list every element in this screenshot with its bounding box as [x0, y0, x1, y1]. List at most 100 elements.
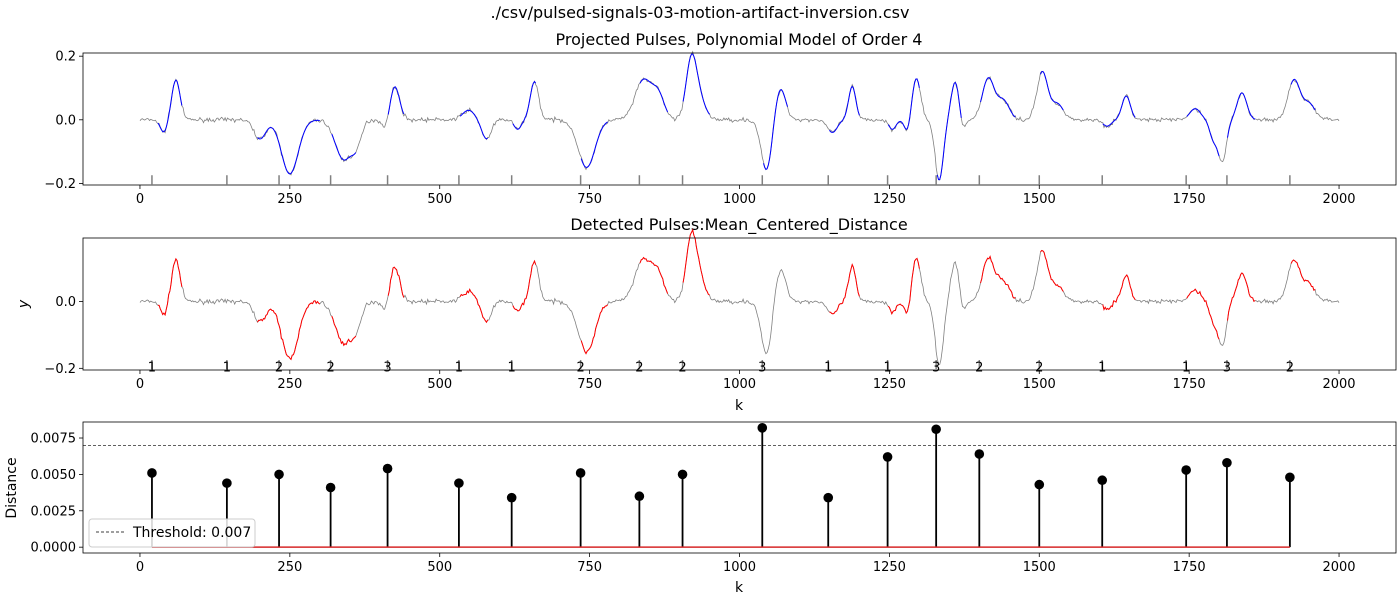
raw-signal-line — [139, 50, 1340, 181]
y-tick-label: −0.2 — [44, 177, 76, 192]
x-tick-label: 0 — [136, 192, 144, 207]
x-tick-label: 1750 — [1173, 192, 1206, 207]
y-tick-label: −0.2 — [44, 362, 76, 377]
detected-pulse-line — [829, 263, 860, 315]
projected-pulse-line — [1227, 92, 1256, 138]
y-tick-label: 0.0 — [55, 113, 76, 128]
x-tick-label: 750 — [577, 560, 602, 575]
detected-pulse-line — [1102, 274, 1136, 311]
x-tick-label: 1750 — [1173, 560, 1206, 575]
stem-marker — [634, 491, 645, 502]
stem-marker — [575, 468, 586, 478]
figure-suptitle: ./csv/pulsed-signals-03-motion-artifact-… — [491, 3, 910, 22]
pulse-class-label: 1 — [824, 361, 832, 376]
x-tick-label: 1500 — [1023, 560, 1056, 575]
x-tick-label: 500 — [427, 377, 452, 392]
pulse-class-label: 2 — [1035, 361, 1043, 376]
x-tick-label: 750 — [577, 192, 602, 207]
stem-marker — [147, 468, 157, 478]
y-tick-label: 0.0050 — [31, 468, 77, 483]
x-tick-label: 1500 — [1023, 377, 1056, 392]
stem-marker — [506, 492, 517, 503]
projected-pulse-line — [1290, 78, 1316, 111]
projected-pulse-line — [682, 53, 710, 115]
x-tick-label: 2000 — [1322, 377, 1355, 392]
x-tick-label: 1250 — [873, 377, 906, 392]
pulse-class-label: 3 — [758, 361, 766, 376]
projected-pulse-line — [763, 89, 788, 171]
pulse-class-label: 1 — [508, 361, 516, 376]
raw-signal-line — [139, 228, 1340, 366]
stem-marker — [274, 469, 284, 480]
projected-pulse-line — [829, 85, 860, 133]
pulse-class-label: 2 — [1286, 361, 1294, 376]
panel2-xlabel: k — [735, 398, 744, 414]
y-tick-label: 0.0 — [55, 295, 76, 310]
projected-pulse-line — [980, 77, 1016, 118]
projected-pulse-line — [387, 86, 405, 115]
detected-pulse-line — [580, 304, 608, 355]
panel1-title: Projected Pulses, Polynomial Model of Or… — [556, 30, 923, 49]
projected-pulse-line — [459, 109, 488, 140]
projected-pulse-line — [1186, 108, 1220, 157]
x-tick-label: 750 — [577, 377, 602, 392]
pulse-class-label: 1 — [1098, 361, 1106, 376]
stem-marker — [677, 469, 688, 480]
x-tick-label: 2000 — [1322, 560, 1355, 575]
panel3-ylabel: Distance — [4, 457, 20, 518]
pulse-class-label: 3 — [1223, 361, 1231, 376]
pulse-class-label: 1 — [1182, 361, 1190, 376]
threshold-legend: Threshold: 0.007 — [88, 518, 256, 548]
stem-marker — [823, 492, 834, 503]
projected-pulses-panel: Projected Pulses, Polynomial Model of Or… — [44, 30, 1397, 207]
projected-pulse-line — [512, 80, 537, 130]
projected-pulse-line — [936, 81, 962, 181]
stem-marker — [325, 482, 336, 493]
x-tick-label: 1250 — [873, 192, 906, 207]
detected-pulse-line — [1186, 288, 1220, 340]
x-tick-label: 1000 — [723, 560, 756, 575]
detected-pulse-line — [1290, 259, 1316, 291]
y-tick-label: 0.2 — [55, 50, 76, 65]
stem-marker — [454, 478, 464, 488]
x-tick-label: 500 — [427, 192, 452, 207]
detected-pulse-line — [980, 255, 1016, 299]
detected-pulse-line — [157, 257, 183, 317]
pulse-class-label: 2 — [576, 361, 584, 376]
panel1-frame — [82, 52, 1397, 186]
x-tick-label: 250 — [277, 377, 302, 392]
pulse-class-label: 2 — [678, 361, 686, 376]
panel3-xlabel: k — [735, 580, 744, 596]
projected-pulse-line — [580, 121, 608, 168]
x-tick-label: 1000 — [723, 377, 756, 392]
x-tick-label: 500 — [427, 560, 452, 575]
pulse-class-label: 1 — [455, 361, 463, 376]
detected-pulses-panel: Detected Pulses:Mean_Centered_Distance 1… — [16, 215, 1397, 414]
panel2-frame — [82, 237, 1397, 371]
y-tick-label: 0.0000 — [31, 541, 77, 556]
pulse-class-label: 2 — [975, 361, 983, 376]
legend-box — [88, 518, 256, 548]
y-tick-label: 0.0075 — [31, 432, 77, 447]
pulse-class-label: 1 — [223, 361, 231, 376]
pulse-class-label: 2 — [275, 361, 283, 376]
pulse-class-label: 3 — [932, 361, 940, 376]
stem-marker — [1034, 479, 1045, 490]
stem-marker — [1222, 457, 1232, 468]
distance-stem-panel: 0 250 500 750 1000 1250 1500 1750 2000 0.0000 0.00… — [4, 421, 1397, 596]
stem-marker — [931, 424, 941, 435]
stem-marker — [1285, 472, 1295, 483]
detected-pulse-line — [331, 315, 357, 347]
x-tick-label: 0 — [136, 377, 144, 392]
pulse-class-label: 2 — [326, 361, 334, 376]
x-tick-label: 1000 — [723, 192, 756, 207]
projected-pulse-line — [331, 133, 357, 161]
stem-marker — [974, 449, 985, 459]
x-tick-label: 1500 — [1023, 192, 1056, 207]
detected-pulse-line — [257, 300, 321, 361]
pulse-class-label: 3 — [383, 361, 391, 376]
detected-pulse-line — [1040, 249, 1064, 292]
projected-pulse-line — [639, 78, 669, 113]
